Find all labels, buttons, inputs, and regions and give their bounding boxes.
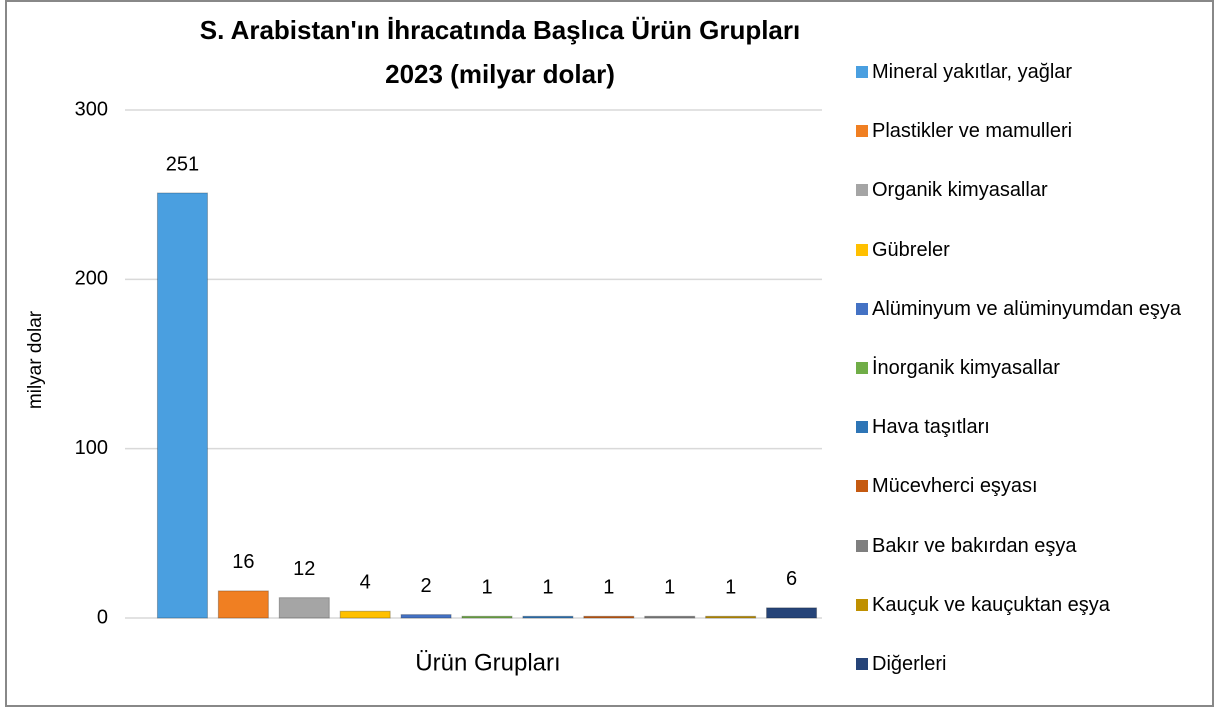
- legend-swatch: [856, 362, 868, 374]
- data-label: 1: [725, 577, 736, 599]
- legend-item: İnorganik kimyasallar: [856, 357, 1201, 379]
- legend-swatch: [856, 480, 868, 493]
- y-tick-label: 300: [75, 98, 108, 120]
- legend-swatch: [856, 421, 868, 434]
- bar: [217, 590, 269, 619]
- data-label: 1: [481, 577, 492, 599]
- legend-label: Mineral yakıtlar, yağlar: [872, 61, 1073, 83]
- data-label: 2: [421, 575, 432, 597]
- data-label: 12: [293, 558, 315, 580]
- bar: [583, 615, 635, 619]
- legend-swatch: [856, 66, 868, 78]
- legend-item: Organik kimyasallar: [856, 179, 1201, 201]
- legend-item: Mineral yakıtlar, yağlar: [856, 61, 1201, 83]
- data-label: 4: [360, 572, 371, 594]
- legend-swatch: [856, 658, 868, 670]
- bar: [644, 615, 696, 619]
- y-tick-label: 100: [75, 437, 108, 459]
- legend-label: İnorganik kimyasallar: [872, 357, 1060, 379]
- y-tick-label: 200: [75, 268, 108, 290]
- legend-label: Diğerleri: [872, 653, 947, 675]
- legend-item: Diğerleri: [856, 653, 1201, 675]
- legend-swatch: [856, 125, 868, 138]
- chart-title: S. Arabistan'ın İhracatında Başlıca Ürün…: [200, 15, 801, 45]
- legend-label: Plastikler ve mamulleri: [872, 120, 1073, 143]
- data-label: 251: [166, 153, 199, 175]
- legend-swatch: [856, 598, 868, 611]
- data-label: 1: [603, 577, 614, 599]
- legend-label: Alüminyum ve alüminyumdan eşya: [872, 297, 1182, 320]
- legend-swatch: [856, 302, 868, 315]
- y-tick-label: 0: [97, 606, 108, 628]
- chart-subtitle: 2023 (milyar dolar): [385, 59, 615, 89]
- data-label: 1: [542, 577, 553, 599]
- legend-item: Plastikler ve mamulleri: [856, 120, 1201, 142]
- bar: [522, 615, 574, 619]
- legend-label: Kauçuk ve kauçuktan eşya: [872, 593, 1110, 616]
- bar: [766, 607, 818, 619]
- legend-swatch: [856, 243, 868, 256]
- legend-item: Gübreler: [856, 239, 1201, 261]
- legend-item: Bakır ve bakırdan eşya: [856, 535, 1201, 557]
- legend-label: Organik kimyasallar: [872, 179, 1048, 202]
- legend-item: Hava taşıtları: [856, 416, 1201, 438]
- legend-label: Gübreler: [872, 238, 950, 261]
- bar: [156, 192, 208, 619]
- y-axis-label: milyar dolar: [25, 310, 46, 409]
- legend-label: Hava taşıtları: [872, 416, 990, 439]
- legend-label: Mücevherci eşyası: [872, 475, 1038, 498]
- legend-swatch: [856, 539, 868, 552]
- data-label: 1: [664, 577, 675, 599]
- x-axis-label: Ürün Grupları: [415, 649, 560, 676]
- bar: [339, 610, 391, 619]
- bar: [461, 615, 513, 619]
- data-label: 6: [786, 568, 797, 590]
- legend-item: Alüminyum ve alüminyumdan eşya: [856, 298, 1201, 320]
- bar: [705, 615, 757, 619]
- bar: [278, 597, 330, 619]
- bar: [400, 614, 452, 619]
- legend-item: Kauçuk ve kauçuktan eşya: [856, 594, 1201, 616]
- data-label: 16: [232, 551, 254, 573]
- legend-label: Bakır ve bakırdan eşya: [872, 534, 1077, 557]
- legend-item: Mücevherci eşyası: [856, 475, 1201, 497]
- legend-swatch: [856, 184, 868, 197]
